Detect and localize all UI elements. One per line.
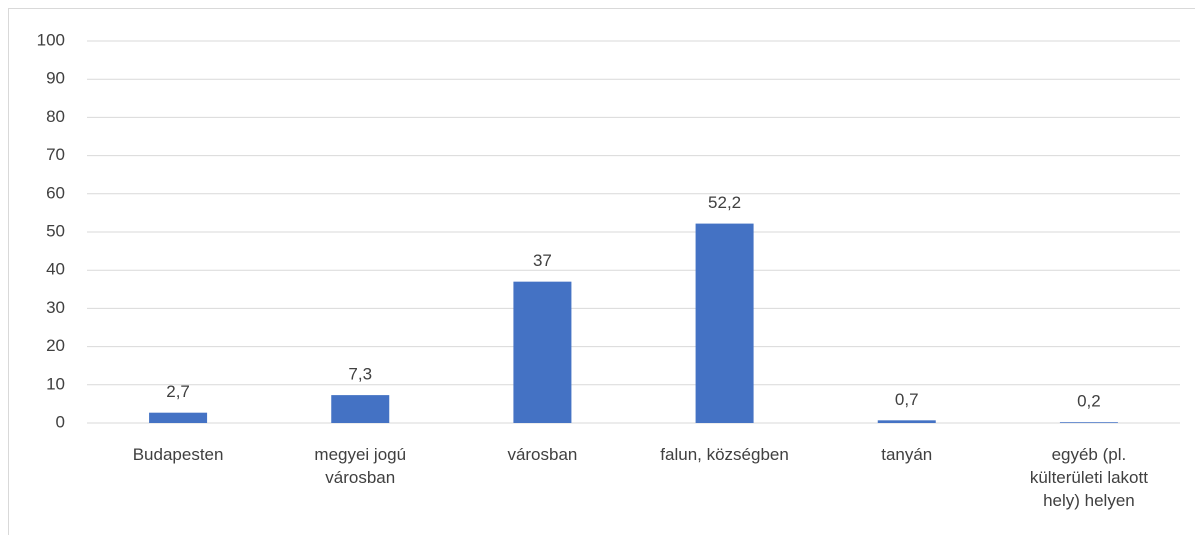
y-tick-label: 80 (46, 107, 65, 126)
x-tick-label: megyei jogú városban (314, 445, 407, 487)
y-tick-label: 20 (46, 336, 65, 355)
y-tick-label: 30 (46, 298, 65, 317)
bar (695, 223, 754, 423)
data-label: 2,7 (166, 382, 190, 401)
data-label: 0,7 (895, 390, 919, 409)
y-tick-label: 10 (46, 374, 65, 393)
data-label: 37 (533, 251, 552, 270)
bar (149, 412, 208, 423)
data-label: 7,3 (348, 365, 372, 384)
y-tick-label: 100 (37, 30, 65, 49)
y-tick-label: 90 (46, 69, 65, 88)
y-tick-label: 0 (56, 412, 65, 431)
x-tick-label: falun, községben (660, 445, 789, 464)
x-tick-label: tanyán (881, 445, 933, 464)
x-tick-label: városban (507, 445, 578, 464)
bar (513, 281, 572, 423)
chart-border (8, 8, 1195, 535)
y-tick-label: 40 (46, 260, 65, 279)
x-tick-label: egyéb (pl. külterületi lakott hely) hely… (1029, 445, 1148, 510)
y-tick-label: 60 (46, 183, 65, 202)
data-label: 52,2 (708, 193, 741, 212)
x-tick-label: Budapesten (132, 445, 224, 464)
y-tick-label: 50 (46, 221, 65, 240)
bar (331, 395, 390, 423)
y-tick-label: 70 (46, 145, 65, 164)
data-label: 0,2 (1077, 392, 1101, 411)
bar (877, 420, 936, 423)
bar (1059, 422, 1118, 423)
